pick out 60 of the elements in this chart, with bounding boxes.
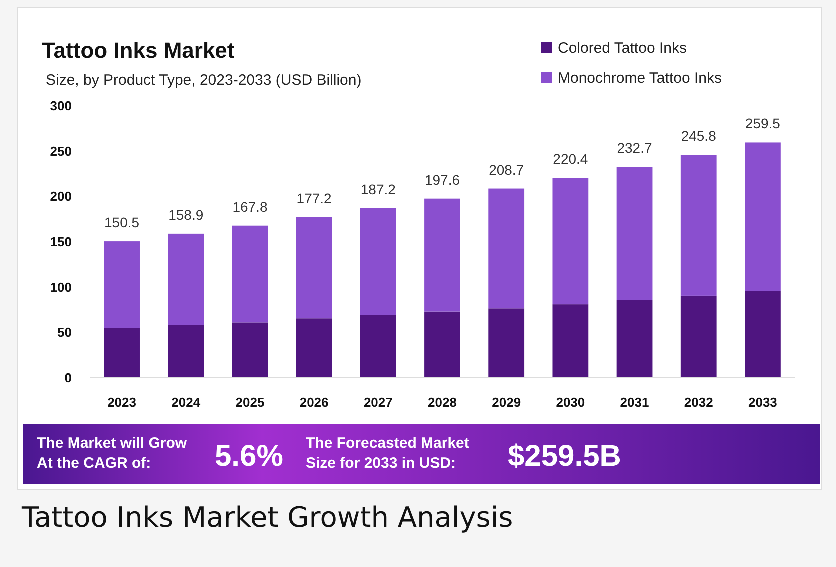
chart-subtitle: Size, by Product Type, 2023-2033 (USD Billion) [46, 72, 362, 89]
x-tick-label: 2025 [236, 395, 265, 410]
bar [296, 217, 332, 319]
legend-label: Colored Tattoo Inks [558, 40, 687, 57]
bar [168, 234, 204, 326]
bar [360, 208, 396, 316]
x-tick-label: 2029 [492, 395, 522, 410]
bar [616, 300, 653, 378]
bar [488, 308, 525, 378]
x-tick-label: 2027 [364, 395, 393, 410]
total-label: 208.7 [489, 162, 524, 178]
text: The Forecasted Market Size for 2033 in USD: [306, 435, 470, 472]
bar [488, 188, 525, 309]
legend-label: Monochrome Tattoo Inks [558, 70, 722, 87]
y-tick-label: 300 [50, 98, 72, 114]
bar [232, 226, 268, 323]
total-label: 177.2 [296, 190, 332, 206]
y-tick-label: 50 [58, 325, 72, 340]
y-tick-label: 0 [64, 370, 72, 386]
x-tick-label: 2030 [556, 395, 586, 410]
total-label: 245.8 [681, 128, 717, 144]
bar [680, 296, 717, 378]
total-label: 150.5 [104, 214, 140, 231]
bar [745, 142, 781, 292]
bar [616, 167, 653, 300]
bar [104, 328, 140, 378]
total-label: 197.6 [424, 172, 460, 188]
total-label: 259.5 [745, 116, 781, 132]
bar [232, 322, 268, 378]
x-tick-label: 2023 [108, 395, 137, 410]
x-tick-label: 2026 [300, 395, 329, 410]
x-tick-label: 2024 [172, 395, 202, 410]
bar [745, 291, 781, 378]
bar [680, 155, 717, 296]
bar [296, 318, 332, 378]
total-label: 220.4 [553, 151, 588, 168]
chart-title: Tattoo Inks Market [42, 38, 236, 63]
y-tick-label: 200 [50, 189, 72, 204]
x-tick-label: 2031 [620, 395, 650, 410]
x-tick-label: 2033 [748, 395, 778, 410]
bar [168, 325, 204, 378]
y-tick-label: 150 [50, 234, 72, 250]
y-tick-label: 250 [50, 144, 72, 159]
total-label: 187.2 [360, 181, 396, 198]
x-tick-label: 2032 [684, 395, 714, 410]
total-label: 158.9 [168, 206, 204, 223]
bar [424, 198, 460, 312]
text: Tattoo Inks Market Growth Analysis [21, 501, 514, 534]
y-tick-label: 100 [50, 280, 72, 295]
total-label: 232.7 [617, 140, 652, 156]
bar [552, 178, 589, 305]
text: 5.6% [215, 440, 284, 473]
total-label: 167.8 [232, 198, 268, 215]
bar [424, 312, 460, 378]
bar [552, 304, 589, 378]
bar [104, 242, 140, 328]
text: The Market will Grow At the CAGR of: [37, 435, 188, 472]
bar [360, 315, 396, 378]
text: $259.5B [508, 440, 622, 473]
x-tick-label: 2028 [428, 395, 457, 410]
